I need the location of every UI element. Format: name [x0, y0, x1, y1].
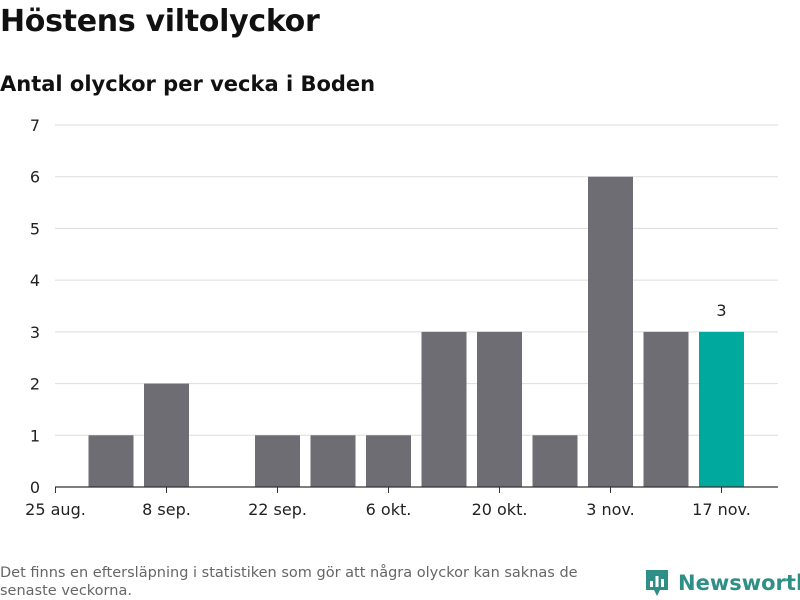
bar-20-okt[interactable] [477, 331, 522, 487]
bar-8-sep[interactable] [144, 383, 189, 487]
y-tick-label: 0 [30, 478, 40, 497]
data-label: 3 [716, 301, 726, 320]
x-tick-label: 6 okt. [366, 500, 412, 519]
x-tick-label: 25 aug. [25, 500, 86, 519]
y-tick-label: 5 [30, 219, 40, 238]
bar-1-sep[interactable] [88, 435, 134, 487]
x-tick-label: 22 sep. [248, 500, 307, 519]
x-tick-label: 3 nov. [586, 500, 635, 519]
chart-title: Höstens viltolyckor [0, 4, 320, 39]
bar-chart: 0 1 2 3 4 5 6 7 3 25 aug. 8 sep. 22 sep. 6 okt. 20 … [25, 116, 778, 519]
footnote: Det finns en eftersläpning i statistiken… [0, 565, 578, 599]
bar-22-sep[interactable] [255, 435, 300, 487]
y-tick-label: 2 [30, 375, 40, 394]
x-tick-label: 20 okt. [472, 500, 528, 519]
bar-29-sep[interactable] [310, 435, 356, 487]
y-tick-label: 7 [30, 116, 40, 135]
bar-3-nov[interactable] [588, 176, 633, 487]
y-tick-label: 4 [30, 271, 40, 290]
y-tick-label: 6 [30, 168, 40, 187]
x-tick-label: 8 sep. [142, 500, 191, 519]
bar-13-okt[interactable] [421, 331, 467, 487]
y-tick-label: 1 [30, 426, 40, 445]
x-tick-label: 17 nov. [692, 500, 751, 519]
newsworthy-logo-icon [646, 570, 668, 596]
y-axis-ticks: 0 1 2 3 4 5 6 7 [30, 116, 40, 497]
y-tick-label: 3 [30, 323, 40, 342]
bar-10-nov[interactable] [643, 331, 689, 487]
bars [88, 176, 744, 487]
bar-17-nov[interactable] [699, 331, 744, 487]
brand-logo[interactable]: Newsworthy [644, 568, 800, 598]
chart-subtitle: Antal olyckor per vecka i Boden [0, 72, 376, 96]
bar-27-okt[interactable] [532, 435, 578, 487]
x-axis: 25 aug. 8 sep. 22 sep. 6 okt. 20 okt. 3 nov. 1… [25, 486, 778, 519]
bar-6-okt[interactable] [366, 435, 411, 487]
brand-name: Newsworthy [678, 571, 800, 595]
data-labels: 3 [716, 301, 726, 320]
